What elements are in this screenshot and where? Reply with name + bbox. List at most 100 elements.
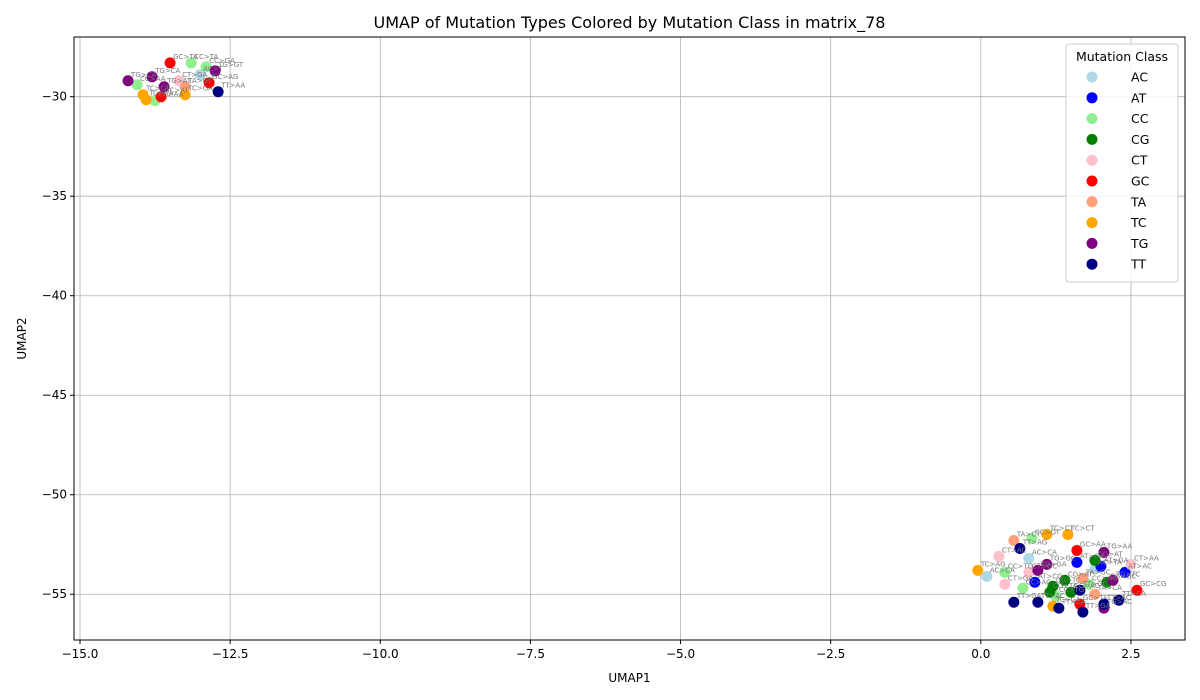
point-label: TT>CA bbox=[1121, 590, 1146, 598]
data-point-ac bbox=[194, 69, 206, 81]
point-label: AC>TA bbox=[1098, 558, 1122, 566]
x-tick-label: −10.0 bbox=[362, 647, 399, 661]
point-label: CG>AT bbox=[1068, 570, 1093, 578]
y-tick-label: −45 bbox=[42, 388, 67, 402]
legend-label-cc: CC bbox=[1131, 111, 1149, 126]
data-point-cc bbox=[200, 61, 212, 73]
legend-title: Mutation Class bbox=[1076, 49, 1168, 64]
point-label: TG>GA bbox=[1040, 560, 1067, 568]
y-tick-label: −50 bbox=[42, 488, 67, 502]
point-label: GC>TA bbox=[173, 53, 198, 61]
data-point-tg bbox=[158, 81, 170, 93]
point-label: CC>GA bbox=[209, 57, 235, 65]
legend-marker-ta bbox=[1086, 196, 1098, 208]
point-label: TT>AC bbox=[1106, 594, 1131, 602]
point-label: TC>AA bbox=[148, 90, 174, 98]
point-label: TA>GT bbox=[187, 77, 213, 85]
x-tick-label: −12.5 bbox=[212, 647, 249, 661]
point-label: AC>CA bbox=[1032, 548, 1057, 556]
data-point-tt bbox=[212, 86, 224, 98]
point-label: AC>T bbox=[203, 65, 223, 73]
point-label: TC>CT bbox=[145, 85, 171, 93]
legend-label-ac: AC bbox=[1131, 70, 1148, 85]
point-label: TA>CT bbox=[1016, 530, 1041, 538]
data-point-cc bbox=[999, 566, 1011, 578]
legend-marker-cg bbox=[1086, 133, 1098, 145]
data-points bbox=[122, 57, 1143, 618]
point-label: CG>AC bbox=[1074, 582, 1100, 590]
legend-label-tc: TC bbox=[1130, 215, 1147, 230]
legend-label-at: AT bbox=[1131, 90, 1147, 105]
x-tick-label: −15.0 bbox=[62, 647, 99, 661]
x-axis-label: UMAP1 bbox=[608, 671, 650, 685]
legend-marker-cc bbox=[1086, 113, 1098, 125]
axis-ticks: −15.0 −12.5 −10.0 −7.5 −5.0 −2.5 0.0 2.5 −30 −35 −… bbox=[42, 90, 1141, 661]
data-point-ct bbox=[1125, 558, 1137, 570]
point-label: CG>TA bbox=[1053, 582, 1078, 590]
point-label: GC>AT bbox=[164, 87, 189, 95]
point-label: TT>AG bbox=[1022, 538, 1047, 546]
y-tick-label: −30 bbox=[42, 90, 67, 104]
data-point-tg bbox=[146, 71, 158, 83]
y-tick-label: −55 bbox=[42, 587, 67, 601]
data-point-ta bbox=[1008, 534, 1020, 546]
data-point-ac bbox=[1023, 552, 1035, 564]
data-point-at bbox=[1071, 556, 1083, 568]
data-point-ta bbox=[1077, 572, 1089, 584]
point-label: AT>CA bbox=[1080, 552, 1104, 560]
point-label: CC>TA bbox=[194, 53, 218, 61]
data-point-tc bbox=[972, 564, 984, 576]
point-label: GC>CG bbox=[1140, 580, 1167, 588]
point-label: GC>AA bbox=[1080, 540, 1106, 548]
data-point-tc bbox=[179, 89, 191, 101]
point-label: AC>CA bbox=[990, 566, 1015, 574]
point-label: CT>GA bbox=[182, 71, 207, 79]
data-point-tt bbox=[1008, 596, 1020, 608]
point-label: CT>AC bbox=[1002, 546, 1027, 554]
x-tick-label: 2.5 bbox=[1121, 647, 1140, 661]
point-label: TG>AA bbox=[1106, 542, 1133, 550]
data-point-tt bbox=[1113, 594, 1125, 606]
point-label: TG>GT bbox=[217, 61, 244, 69]
x-tick-label: −7.5 bbox=[516, 647, 545, 661]
data-point-tt bbox=[1032, 596, 1044, 608]
data-point-cg bbox=[1065, 586, 1077, 598]
data-point-cc bbox=[131, 79, 143, 91]
data-point-ac bbox=[981, 570, 993, 582]
data-point-tt bbox=[1053, 602, 1065, 614]
legend-box bbox=[1065, 43, 1179, 283]
data-point-cc bbox=[1017, 582, 1029, 594]
legend-label-tt: TT bbox=[1130, 257, 1146, 272]
point-label: AT>CG bbox=[1038, 572, 1063, 580]
point-label: TT>AA bbox=[220, 82, 245, 90]
point-label: TC>AG bbox=[980, 560, 1006, 568]
point-label: CC>AA bbox=[158, 91, 184, 99]
legend-label-ct: CT bbox=[1131, 153, 1148, 168]
legend-label-gc: GC bbox=[1131, 174, 1150, 189]
data-point-gc bbox=[1071, 544, 1083, 556]
data-point-ta bbox=[1089, 588, 1101, 600]
point-label: TC>CT bbox=[1070, 525, 1096, 533]
data-point-at bbox=[1119, 566, 1131, 578]
legend-marker-ct bbox=[1086, 154, 1098, 166]
legend-label-cg: CG bbox=[1131, 132, 1149, 147]
chart-title: UMAP of Mutation Types Colored by Mutati… bbox=[374, 13, 886, 33]
point-label: TG>GC bbox=[1049, 554, 1076, 562]
point-label: TC>CT bbox=[1049, 525, 1075, 533]
data-point-cg bbox=[1089, 554, 1101, 566]
point-label: TT>GA bbox=[1016, 592, 1042, 600]
point-label: TG>AT bbox=[166, 77, 192, 85]
point-label: TT>GA bbox=[1085, 602, 1111, 610]
data-point-tc bbox=[1062, 529, 1074, 541]
data-point-cc bbox=[185, 57, 197, 69]
legend-label-ta: TA bbox=[1130, 194, 1147, 209]
legend-marker-tt bbox=[1086, 258, 1098, 270]
point-label: TA>GC bbox=[1085, 568, 1111, 576]
data-point-ta bbox=[179, 81, 191, 93]
point-label: TT>AC bbox=[1040, 592, 1065, 600]
data-point-at bbox=[1029, 576, 1041, 588]
point-label: TC>GA bbox=[1055, 596, 1081, 604]
data-point-gc bbox=[155, 91, 167, 103]
